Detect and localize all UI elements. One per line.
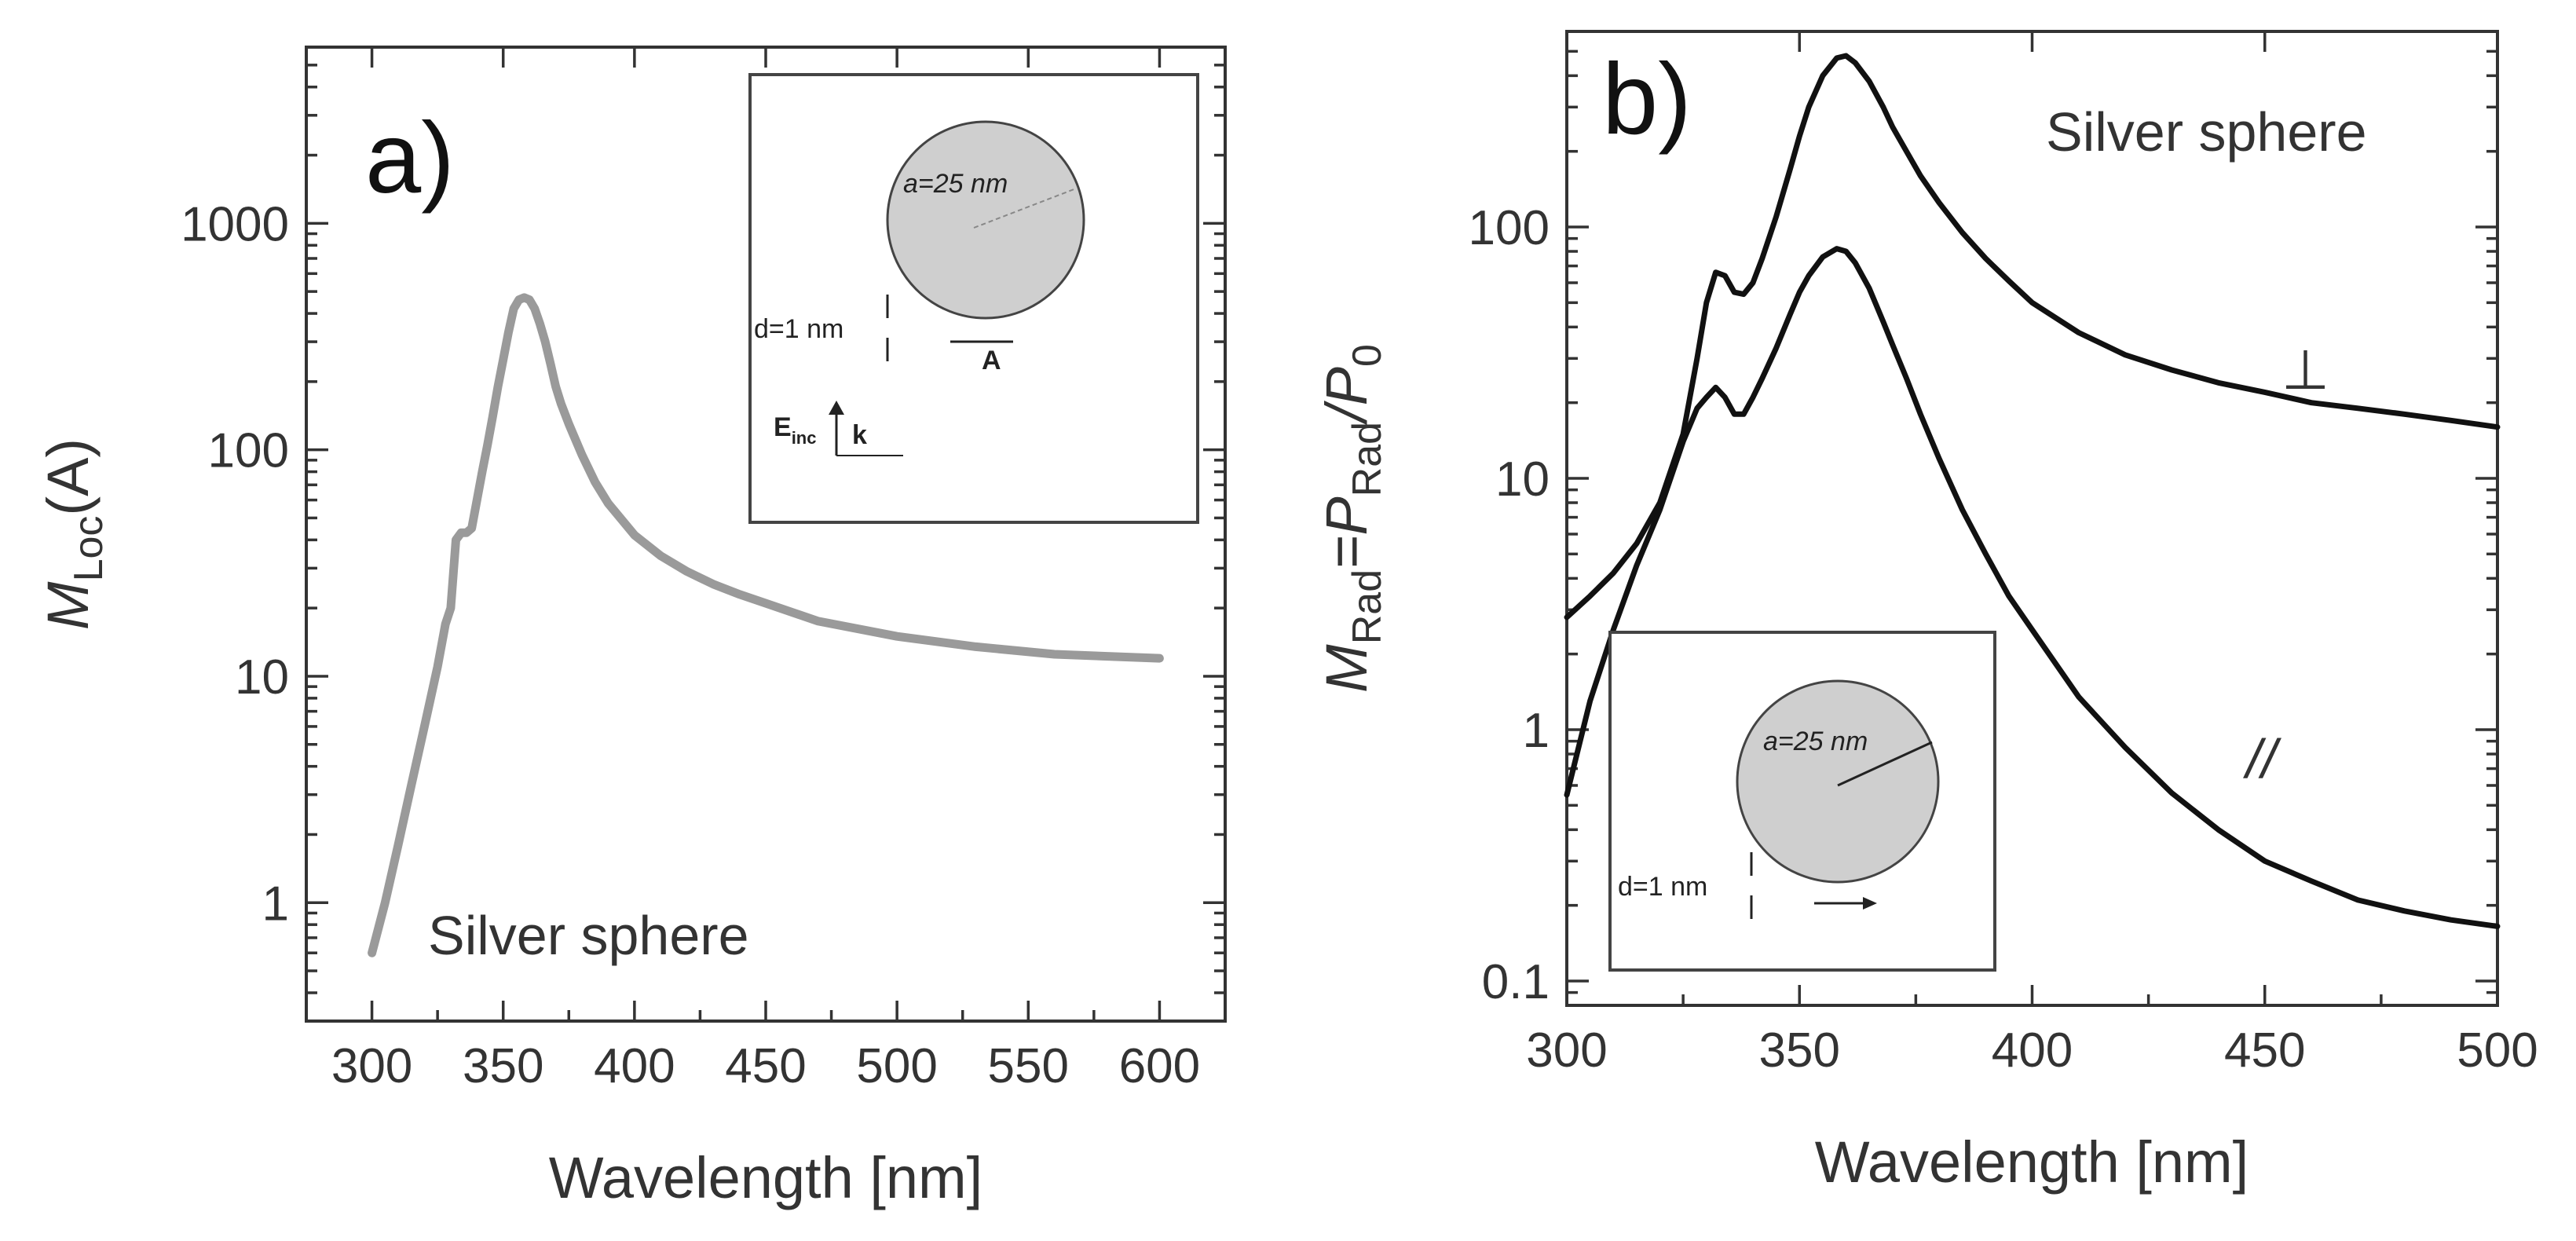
panel-a-annotation: Silver sphere: [428, 905, 749, 966]
panel-b-y-tick-label: 0.1: [1482, 955, 1550, 1009]
panel-a-y-axis-label-main: M: [35, 581, 101, 630]
panel-a-y-tick-label: 1: [262, 877, 289, 931]
panel-b-y-label-sub2: Rad: [1345, 422, 1390, 496]
panel-a-label: a): [365, 102, 455, 214]
panel-b-x-axis-label: Wavelength [nm]: [1815, 1129, 2249, 1195]
panel-a-x-tick-label: 400: [594, 1039, 675, 1093]
panel-a-y-tick-label: 1000: [181, 197, 289, 251]
panel-a-inset-E-sub: inc: [792, 428, 817, 448]
panel-a-x-tick-label: 450: [725, 1039, 806, 1093]
panel-a-y-axis-label-sub: Loc: [66, 516, 112, 582]
panel-b-y-tick-label: 1: [1523, 704, 1550, 758]
panel-a-inset-E-arrowhead: [829, 401, 844, 415]
panel-a-inset-point-label: A: [982, 346, 1001, 375]
panel-b-inset-sphere: [1736, 679, 1940, 884]
panel-b-y-label-M: M: [1314, 644, 1379, 693]
panel-a-inset-E-label: Einc: [774, 412, 816, 448]
panel-a-inset-k-label: k: [852, 420, 867, 450]
panel-a-inset-radius-line: [973, 188, 1077, 229]
panel-b-x-tick-label: 500: [2457, 1023, 2538, 1078]
panel-b-annotation: Silver sphere: [2046, 101, 2367, 163]
panel-a-y-tick-label: 100: [208, 424, 289, 478]
panel-b-y-tick-label: 10: [1495, 452, 1550, 507]
panel-a-series-line-0: [368, 293, 1164, 957]
panel-a-inset-E-main: E: [774, 412, 792, 442]
panel-a-x-axis-label: Wavelength [nm]: [549, 1145, 983, 1210]
panel-a-ticks: 300 350 400 450 500 550 600 1 10 100 1000: [181, 47, 1225, 1093]
panel-b-inset-gap-label: d=1 nm: [1618, 872, 1707, 902]
panel-a-x-tick-label: 300: [331, 1039, 412, 1093]
panel-b-y-axis-label: MRad=PRad/P0: [1314, 344, 1390, 693]
panel-a-inset-sphere: [886, 120, 1085, 320]
panel-b-ticks: 300 350 400 450 500 0.1 1 10 100: [1469, 31, 2538, 1078]
panel-b-x-tick-label: 300: [1526, 1023, 1607, 1078]
panel-b-curve-group: [1564, 53, 2501, 929]
panel-b-x-tick-label: 350: [1759, 1023, 1840, 1078]
panel-b-y-label-sub1: Rad: [1345, 569, 1390, 644]
panel-b-inset-radius-label: a=25 nm: [1763, 727, 1868, 756]
panel-b-inset-field-arrowhead: [1863, 897, 1877, 910]
panel-b-label: b): [1602, 43, 1692, 156]
panel-b-inset-radius-line: [1837, 741, 1933, 787]
panel-b-y-label-P0: /P: [1314, 367, 1379, 426]
panel-b-x-tick-label: 400: [1992, 1023, 2073, 1078]
panel-b-series-line-0: [1564, 53, 2501, 620]
panel-a-inset-radius-label: a=25 nm: [903, 169, 1008, 199]
panel-a-x-tick-label: 350: [463, 1039, 543, 1093]
panel-b-series-line-1: [1564, 246, 2501, 929]
panel-b-y-label-sub3: 0: [1345, 344, 1390, 367]
panel-a-y-axis-label: MLoc(A): [35, 438, 112, 630]
panel-a: 300 350 400 450 500 550 600 1 10 100 1000 a) Silve…: [35, 46, 1227, 1210]
panel-a-inset-gap-label: d=1 nm: [754, 314, 843, 344]
panel-b-y-tick-label: 100: [1469, 201, 1550, 255]
panel-b-x-tick-label: 450: [2224, 1023, 2305, 1078]
panel-a-y-tick-label: 10: [235, 650, 289, 705]
panel-b-y-label-P: =P: [1314, 496, 1379, 569]
panel-b-perp-label: ⊥: [2281, 339, 2329, 401]
panel-a-x-tick-label: 600: [1119, 1039, 1200, 1093]
panel-a-curve-group: [368, 293, 1164, 957]
panel-a-x-tick-label: 500: [856, 1039, 937, 1093]
panel-a-y-axis-label-tail: (A): [35, 438, 101, 516]
panel-b: 300 350 400 450 500 0.1 1 10 100 b) Silver spher…: [1314, 30, 2538, 1195]
panel-b-inset: a=25 nm d=1 nm: [1608, 631, 1996, 972]
panel-a-inset: a=25 nm d=1 nm A Einc k: [748, 73, 1199, 524]
panel-b-parallel-label: //: [2243, 728, 2281, 789]
panel-a-x-tick-label: 550: [988, 1039, 1069, 1093]
